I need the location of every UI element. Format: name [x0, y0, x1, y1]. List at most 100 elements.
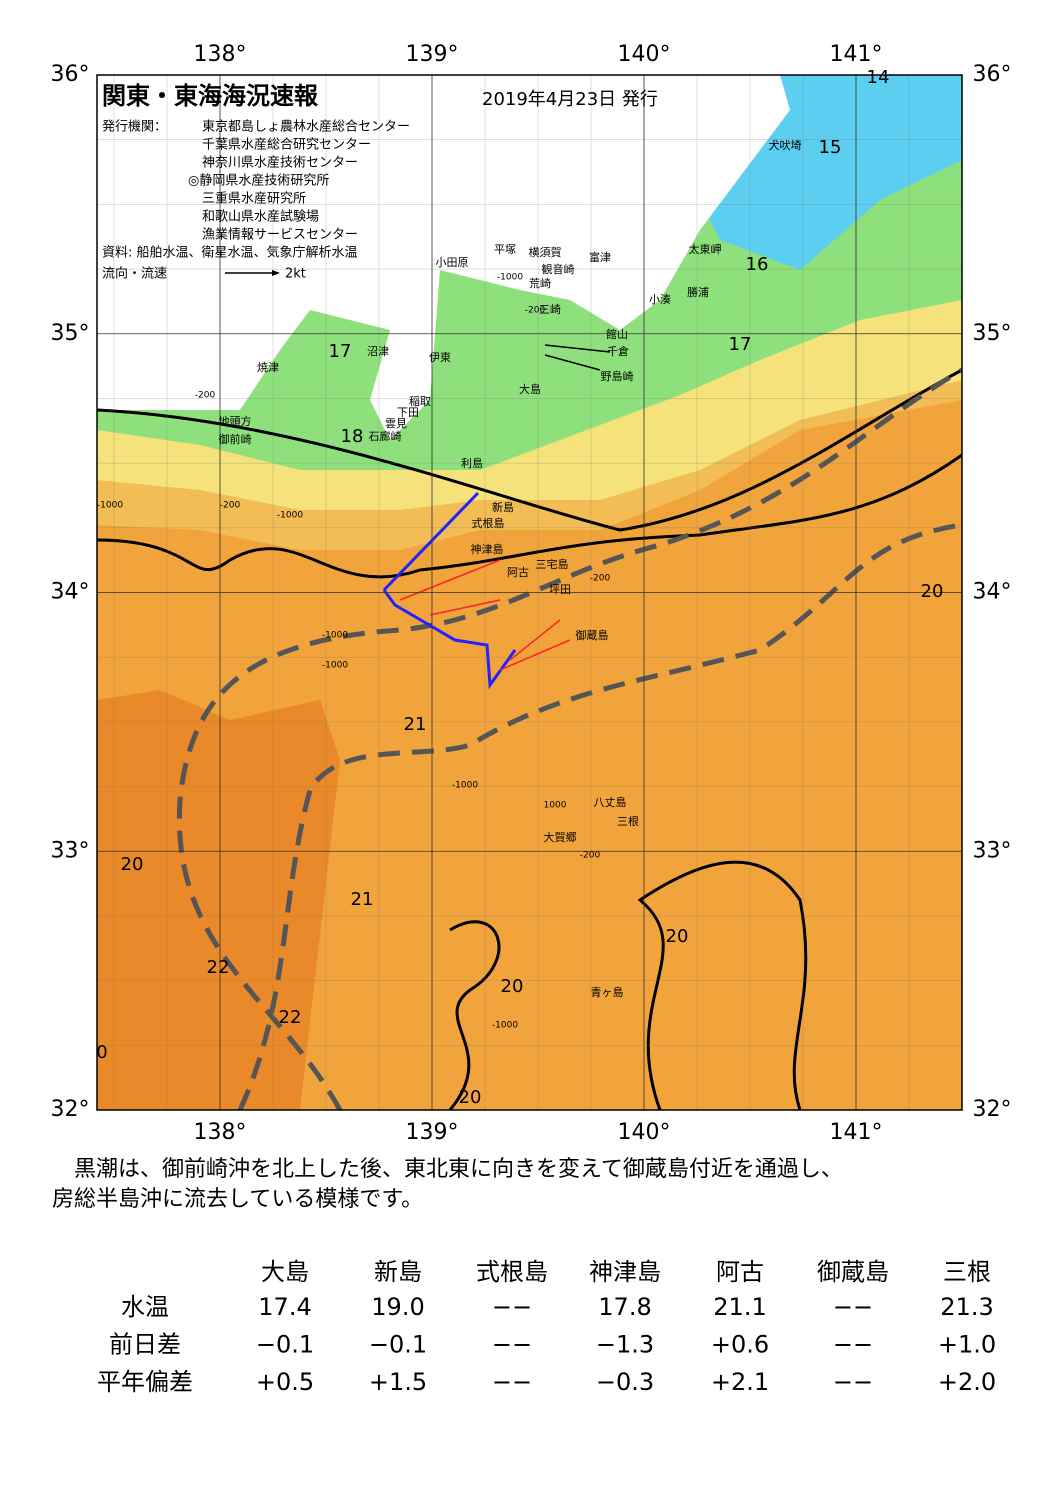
place-name: 神津島: [471, 542, 504, 556]
place-name: 太東岬: [689, 243, 722, 256]
table-header: 新島: [374, 1258, 422, 1286]
lon-label: 141°: [830, 1120, 883, 1145]
place-name: 大賀郷: [544, 830, 577, 844]
depth-label: -1000: [277, 511, 303, 521]
issuers: 東京都島しょ農林水産総合センター千葉県水産総合研究センター神奈川県水産技術センタ…: [188, 119, 410, 243]
contour-label: 20: [501, 976, 524, 997]
lat-label: 32°: [973, 1097, 1012, 1122]
isotherm: [448, 860, 808, 1110]
depth-label: 1000: [544, 801, 567, 811]
place-name: 野島崎: [601, 369, 634, 383]
issuer: 千葉県水産総合研究センター: [202, 137, 371, 153]
table-cell: −−: [492, 1368, 532, 1396]
depth-label: -200: [195, 391, 216, 401]
lon-label: 141°: [830, 42, 883, 67]
kuroshio-axis: [237, 522, 962, 1110]
contour-label: 15: [819, 137, 842, 158]
current-vectors: [399, 559, 571, 671]
place-name: 式根島: [472, 516, 505, 530]
place-name: 勝浦: [687, 285, 709, 299]
flow-scale: 2kt: [285, 267, 306, 282]
table-cell: −−: [833, 1331, 873, 1359]
place-name: 館山: [606, 327, 628, 341]
depth-label: -200: [220, 501, 241, 511]
table-cell: 19.0: [371, 1293, 424, 1321]
table-cell: −0.1: [369, 1331, 427, 1359]
description: 黒潮は、御前崎沖を北上した後、東北東に向きを変えて御蔵島付近を通過し、: [52, 1157, 843, 1182]
lon-label: 138°: [194, 1120, 247, 1145]
table-cell: −0.3: [596, 1368, 654, 1396]
contour-label: 20: [459, 1087, 482, 1108]
issuer: 三重県水産研究所: [202, 191, 306, 207]
table-cell: +0.5: [256, 1368, 314, 1396]
ship-track: [382, 491, 517, 690]
depth-label: -1000: [452, 781, 478, 791]
place-name: 千倉: [607, 344, 629, 358]
place-name: 八丈島: [594, 795, 627, 809]
place-name: 御前崎: [219, 432, 252, 446]
lat-label: 34°: [51, 580, 90, 605]
table-cell: 17.8: [598, 1293, 651, 1321]
grid: [97, 75, 962, 1110]
scale-arrowhead: [272, 270, 280, 276]
lon-label: 139°: [406, 1120, 459, 1145]
land: [97, 75, 790, 440]
table-cell: +2.0: [938, 1368, 996, 1396]
depth-label: -1000: [492, 1021, 518, 1031]
row-label: 平年偏差: [97, 1368, 193, 1396]
issuer: 漁業情報サービスセンター: [202, 227, 358, 243]
place-name: 小田原: [436, 256, 469, 269]
place-name: 小湊: [649, 292, 671, 306]
place-name: 横須賀: [529, 245, 562, 259]
contour-label: 17: [729, 334, 752, 355]
contour-label: 14: [867, 67, 890, 88]
contour-label: 0: [96, 1042, 107, 1063]
depth-label: -1000: [322, 631, 348, 641]
table-cell: 21.3: [940, 1293, 993, 1321]
contour-label: 20: [921, 581, 944, 602]
contour-label: 20: [666, 926, 689, 947]
place-name: 荒崎: [529, 276, 551, 290]
place-name: 稲取: [409, 395, 431, 408]
depth-label: -200: [590, 574, 611, 584]
lat-label: 34°: [973, 580, 1012, 605]
place-name: 焼津: [257, 361, 279, 374]
lon-label: 138°: [194, 42, 247, 67]
depth-label: -200: [525, 306, 546, 316]
table-cell: 17.4: [258, 1293, 311, 1321]
place-name: 三根: [617, 814, 639, 828]
lat-label: 36°: [51, 62, 90, 87]
issue-date: 2019年4月23日 発行: [482, 89, 658, 110]
place-name: 大島: [519, 382, 541, 396]
issuer: 和歌山県水産試験場: [202, 209, 319, 225]
place-name: 地頭方: [219, 414, 252, 428]
place-name: 観音崎: [542, 262, 575, 276]
flow-label: 流向・流速: [102, 266, 167, 282]
issuer: 東京都島しょ農林水産総合センター: [202, 119, 410, 135]
isotherm: [97, 453, 962, 579]
isotherm: [97, 368, 962, 532]
lon-label: 140°: [618, 42, 671, 67]
table-header: 大島: [261, 1258, 309, 1286]
contour-label: 17: [329, 341, 352, 362]
lat-label: 33°: [973, 838, 1012, 863]
map-frame: [96, 74, 963, 1111]
contour-label: 20: [121, 854, 144, 875]
table-header: 神津島: [589, 1258, 661, 1286]
place-name: 平塚: [494, 243, 516, 256]
place-name: 富津: [589, 250, 611, 264]
lat-label: 36°: [973, 62, 1012, 87]
issuer-label: 発行機関：: [102, 120, 167, 135]
place-name: 御蔵島: [576, 628, 609, 642]
issuer: 神奈川県水産技術センター: [202, 155, 358, 171]
depth-label: -1000: [322, 661, 348, 671]
kuroshio-axis: [176, 367, 962, 1110]
place-name: 坪田: [549, 583, 571, 596]
contour-label: 18: [341, 426, 364, 447]
contour-label: 22: [279, 1007, 302, 1028]
table-cell: +2.1: [711, 1368, 769, 1396]
lat-label: 35°: [51, 321, 90, 346]
table-cell: −0.1: [256, 1331, 314, 1359]
place-name: 三宅島: [536, 557, 569, 571]
